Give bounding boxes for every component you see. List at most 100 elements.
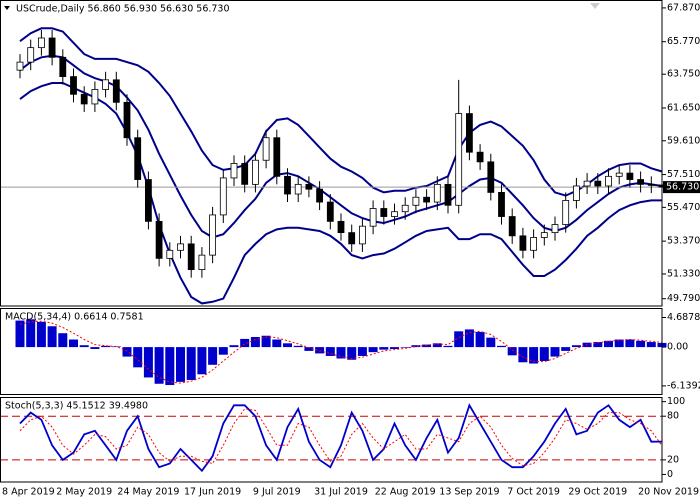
macd-bar	[571, 345, 581, 348]
macd-bar	[143, 347, 153, 378]
macd-bar	[176, 347, 185, 382]
macd-bar	[550, 347, 560, 357]
macd-bar	[454, 331, 464, 348]
macd-bar	[625, 339, 635, 348]
candle-body	[412, 196, 420, 206]
candle-body	[230, 163, 238, 179]
macd-bar	[186, 347, 196, 380]
macd-bar	[400, 347, 410, 348]
macd-bar	[646, 342, 656, 348]
macd-bar	[497, 345, 506, 348]
candle-body	[316, 188, 324, 203]
last-price-label: 56.730	[666, 182, 699, 193]
candle-body	[48, 37, 56, 58]
candle-body	[241, 163, 249, 185]
candle-body	[391, 211, 398, 217]
x-tick-label: 9 Jul 2019	[253, 487, 301, 498]
candle-body	[348, 232, 356, 245]
y-tick-label: 67.870	[667, 2, 700, 13]
candle-body	[369, 208, 377, 227]
x-tick-label: 17 Jun 2019	[184, 487, 241, 498]
x-tick-label: 24 May 2019	[117, 487, 179, 498]
macd-bar	[347, 347, 357, 360]
x-tick-label: 13 Sep 2019	[439, 487, 499, 498]
macd-bar	[593, 342, 603, 348]
candle-body	[80, 93, 88, 105]
macd-bar	[283, 343, 292, 348]
signal-line	[19, 320, 663, 384]
macd-bar	[368, 347, 378, 353]
y-tick-label: 0.00	[667, 342, 688, 353]
macd-bar	[443, 345, 453, 348]
candle-body	[337, 220, 345, 234]
macd-bar	[261, 335, 271, 348]
candle-body	[551, 224, 559, 234]
candle-body	[27, 47, 35, 63]
candle-body	[177, 243, 184, 251]
dropdown-icon[interactable]	[4, 6, 10, 10]
y-tick-label: 65.770	[667, 36, 700, 47]
candle-body	[144, 179, 152, 222]
candle-body	[38, 37, 45, 49]
macd-bar	[197, 347, 207, 375]
candle-body	[134, 137, 142, 180]
y-tick-label: 80	[667, 411, 679, 422]
candle-body	[573, 185, 580, 201]
macd-bar	[486, 337, 496, 348]
candle-body	[401, 204, 409, 213]
macd-bar	[101, 345, 111, 348]
candle-body	[530, 237, 537, 251]
candle-body	[305, 183, 313, 190]
x-tick-label: 29 Oct 2019	[568, 487, 627, 498]
candle-body	[219, 177, 227, 216]
candle-body	[102, 79, 109, 90]
macd-bar	[411, 345, 421, 348]
candle-body	[562, 200, 570, 225]
candle-body	[358, 225, 366, 245]
y-tick-label: 100	[667, 396, 685, 407]
macd-bar	[240, 338, 250, 348]
y-tick-label: 53.370	[667, 236, 700, 247]
y-tick-label: 59.610	[667, 135, 700, 146]
macd-bar	[315, 347, 325, 354]
candle-body	[187, 243, 195, 271]
candle-body	[540, 232, 548, 238]
candle-body	[626, 172, 634, 180]
candle-body	[637, 179, 644, 185]
macd-bar	[15, 320, 25, 348]
candle-body	[487, 161, 495, 193]
macd-bar	[325, 347, 335, 356]
candle-body	[123, 101, 131, 139]
y-tick-label: 63.750	[667, 69, 700, 80]
candle-body	[476, 151, 484, 163]
candle-body	[326, 201, 334, 222]
stoch-panel-title: Stoch(5,3,3) 45.1512 39.4980	[5, 401, 148, 412]
macd-bar	[518, 347, 528, 363]
macd-bar	[154, 347, 164, 384]
macd-bar	[336, 347, 346, 359]
x-tick-label: 31 Jul 2019	[314, 487, 368, 498]
candle-body	[433, 183, 441, 203]
candle-body	[294, 183, 302, 195]
macd-bar	[122, 347, 132, 357]
macd-bar	[165, 347, 175, 386]
macd-bar	[422, 344, 432, 348]
candle-body	[198, 254, 206, 271]
y-tick-label: 51.330	[667, 268, 700, 279]
watermark-icon	[590, 3, 600, 9]
candle-body	[465, 113, 473, 153]
macd-bar	[304, 347, 314, 351]
macd-bar	[464, 329, 474, 348]
macd-bar	[529, 347, 539, 364]
candle-body	[155, 220, 163, 259]
candle-body	[91, 89, 99, 105]
candle-body	[615, 172, 623, 177]
y-tick-label: 57.510	[667, 169, 700, 180]
y-tick-label: 61.650	[667, 102, 700, 113]
macd-bar	[272, 339, 282, 348]
macd-bar	[250, 336, 260, 348]
candle-body	[423, 196, 431, 203]
macd-bar	[390, 347, 399, 350]
y-tick-label: 0	[667, 469, 673, 480]
